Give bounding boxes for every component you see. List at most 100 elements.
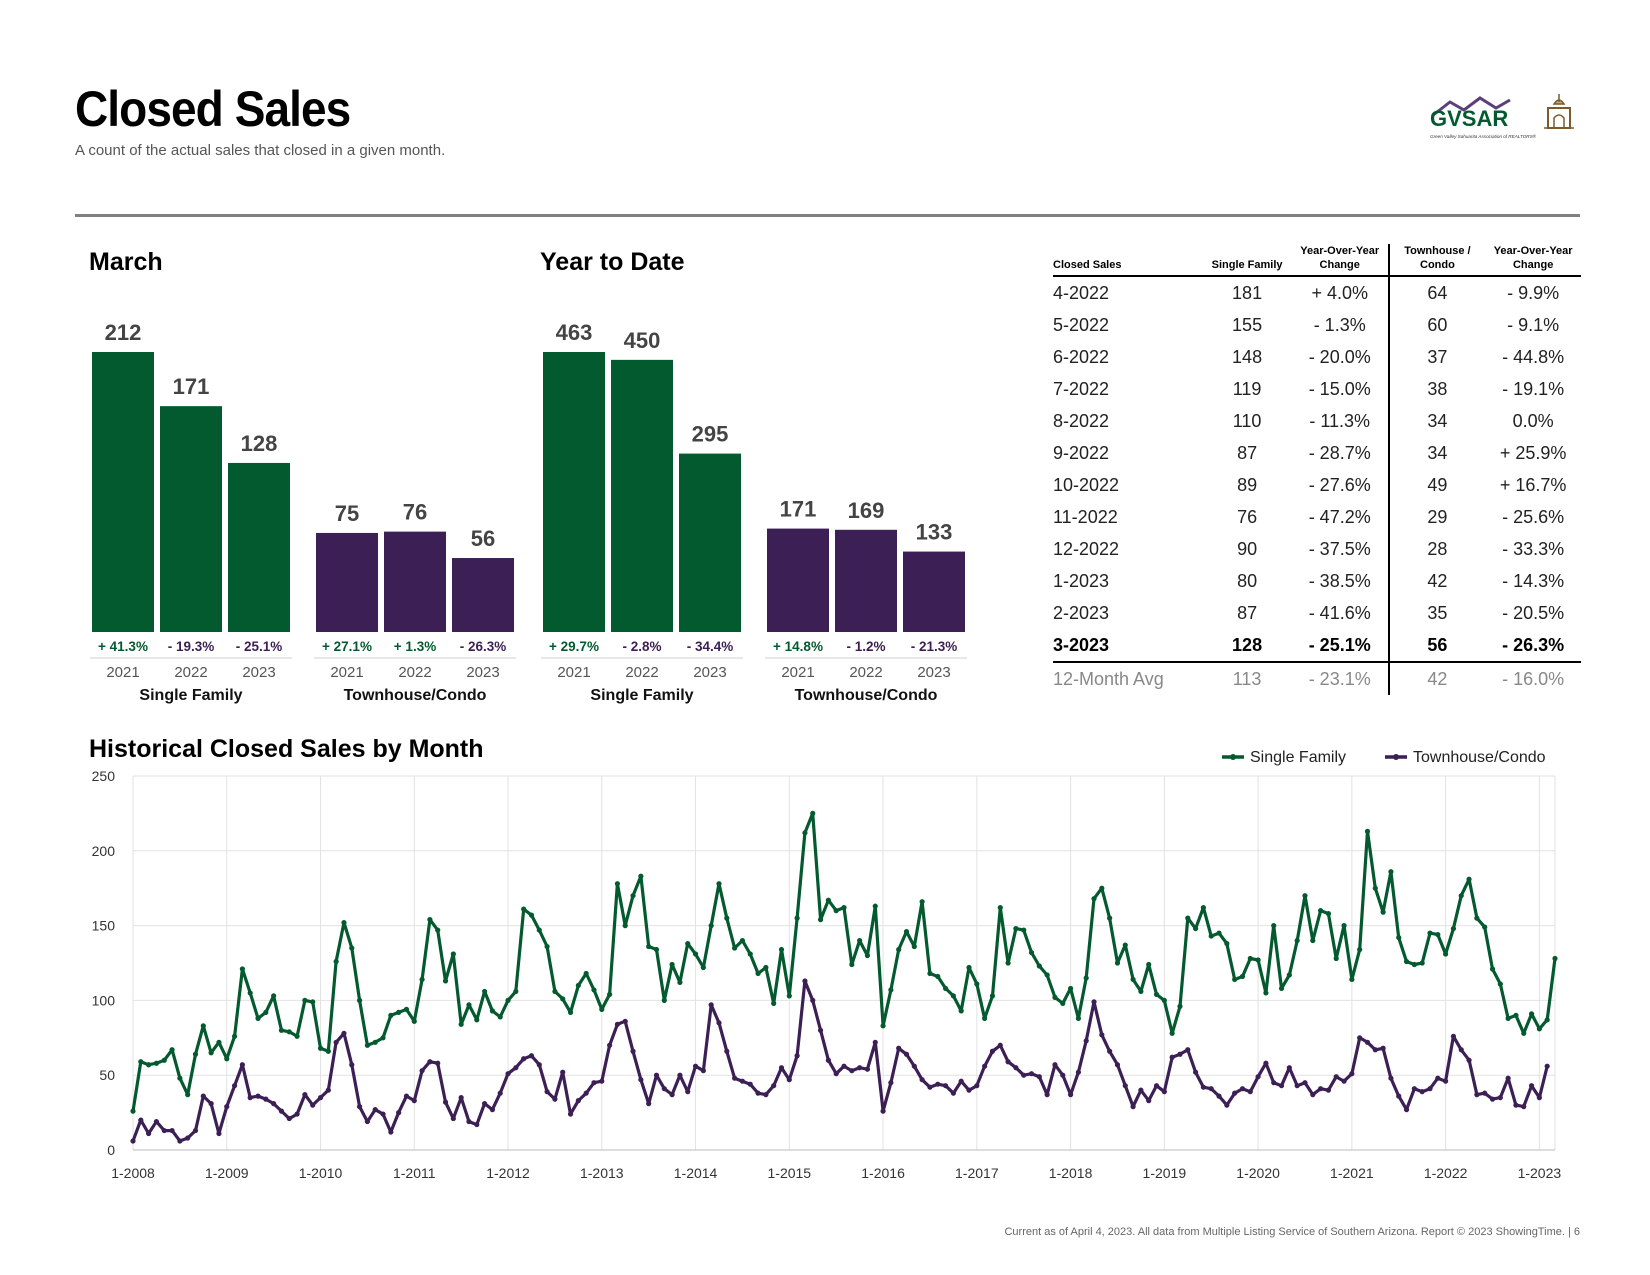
single-family-data-point	[1224, 940, 1230, 947]
single-family-data-point	[169, 1047, 175, 1053]
single-family-data-point	[1052, 994, 1058, 1001]
single-family-data-point	[177, 1075, 183, 1081]
townhouse-data-point	[1075, 1069, 1081, 1075]
single-family-data-point	[1036, 963, 1042, 969]
townhouse-data-point	[1122, 1083, 1128, 1089]
townhouse-data-point	[388, 1129, 394, 1135]
townhouse-cell: 29	[1427, 506, 1448, 527]
single-family-data-point	[692, 951, 699, 957]
townhouse-data-point	[927, 1084, 933, 1090]
townhouse-data-point	[880, 1108, 886, 1114]
townhouse-data-point	[310, 1102, 316, 1108]
single-family-cell: 148	[1232, 346, 1263, 367]
single-family-data-point	[1333, 955, 1339, 962]
townhouse-data-point	[1544, 1063, 1550, 1069]
townhouse-data-point	[1357, 1035, 1363, 1041]
single-family-data-point	[1357, 946, 1363, 953]
single-family-data-point	[1294, 937, 1300, 944]
ytd-group-label: Single Family	[590, 687, 693, 704]
single-family-data-point	[755, 970, 761, 977]
single-family-data-point	[1021, 927, 1027, 933]
townhouse-data-point	[1200, 1084, 1207, 1090]
townhouse-data-point	[669, 1092, 675, 1098]
march-bar	[384, 531, 446, 632]
ytd-value-label: 133	[916, 520, 953, 545]
single-family-data-point	[810, 810, 816, 816]
single-family-data-point	[849, 961, 855, 968]
townhouse-data-point	[1091, 999, 1097, 1005]
single-family-data-point	[646, 943, 652, 950]
march-heading: March	[89, 248, 163, 276]
single-family-data-point	[200, 1023, 206, 1029]
single-family-data-point	[1372, 885, 1378, 891]
march-bar	[316, 532, 378, 632]
single-family-data-point	[567, 1009, 574, 1015]
x-tick-label: 1-2012	[486, 1165, 530, 1181]
townhouse-data-point	[333, 1039, 339, 1045]
townhouse-data-point	[497, 1090, 503, 1096]
march-bar	[452, 558, 514, 632]
townhouse-data-point	[349, 1062, 355, 1068]
townhouse-data-point	[1044, 1092, 1050, 1098]
single-family-data-point	[403, 1006, 410, 1012]
townhouse-data-point	[192, 1127, 199, 1134]
single-family-data-point	[1521, 1030, 1527, 1036]
single-family-cell: 87	[1237, 442, 1258, 463]
single-family-data-point	[1427, 930, 1433, 936]
single-family-data-point	[786, 993, 792, 999]
townhouse-data-point	[224, 1104, 230, 1110]
townhouse-data-point	[1286, 1065, 1292, 1071]
march-value-label: 212	[105, 320, 142, 345]
single-family-cell: 113	[1202, 661, 1292, 695]
single-family-data-point	[1091, 896, 1097, 902]
logo-wordmark: GVSAR	[1430, 106, 1508, 131]
single-family-data-point	[716, 881, 722, 887]
single-family-data-point	[747, 951, 753, 957]
townhouse-data-point	[1302, 1080, 1308, 1086]
y-tick-label: 200	[92, 843, 116, 859]
townhouse-data-point	[1239, 1086, 1246, 1092]
townhouse-data-point	[989, 1048, 996, 1054]
x-tick-label: 1-2010	[299, 1165, 343, 1181]
townhouse-data-point	[1146, 1098, 1152, 1104]
sf-change-cell: - 20.0%	[1291, 341, 1390, 373]
townhouse-data-point	[1419, 1089, 1425, 1095]
single-family-data-point	[763, 964, 769, 971]
single-family-data-point	[497, 1014, 503, 1020]
single-family-data-point	[630, 893, 636, 899]
townhouse-data-point	[966, 1087, 972, 1093]
historical-heading: Historical Closed Sales by Month	[89, 735, 484, 763]
single-family-data-point	[1474, 915, 1480, 921]
townhouse-data-point	[849, 1068, 855, 1074]
townhouse-data-point	[872, 1039, 878, 1045]
ytd-year-label: 2022	[625, 664, 658, 681]
townhouse-data-point	[1083, 1038, 1089, 1044]
single-family-data-point	[411, 1018, 417, 1024]
single-family-data-point	[872, 903, 878, 909]
single-family-data-point	[247, 990, 253, 996]
townhouse-data-point	[278, 1108, 285, 1114]
single-family-cell: 128	[1232, 634, 1263, 655]
march-bar-chart: 212 + 41.3% 2021 171 - 19.3% 2022 128 - 25.1% 20…	[90, 320, 516, 704]
single-family-cell: 110	[1232, 410, 1262, 431]
single-family-data-point	[911, 943, 917, 950]
single-family-data-point	[153, 1060, 160, 1066]
legend-marker	[1230, 754, 1236, 760]
single-family-cell: 87	[1237, 602, 1258, 623]
table-row: 3-2023 128 - 25.1% 56 - 26.3%	[1053, 629, 1581, 662]
period-cell: 3-2023	[1053, 634, 1110, 655]
townhouse-data-point	[356, 1104, 363, 1110]
single-family-data-point	[1497, 981, 1503, 987]
col-header-sf-change: Year-Over-Year Change	[1291, 244, 1390, 277]
y-tick-label: 100	[92, 992, 116, 1008]
townhouse-data-point	[271, 1101, 277, 1107]
townhouse-data-point	[231, 1083, 238, 1089]
single-family-data-point	[935, 973, 941, 980]
single-family-data-point	[1349, 976, 1355, 983]
townhouse-data-point	[1153, 1083, 1160, 1089]
period-cell: 10-2022	[1053, 474, 1120, 495]
table-row: 12-2022 90 - 37.5% 28 - 33.3%	[1053, 533, 1581, 565]
townhouse-data-point	[1325, 1087, 1332, 1093]
townhouse-data-point	[239, 1062, 245, 1068]
th-change-cell: - 25.6%	[1502, 506, 1565, 527]
